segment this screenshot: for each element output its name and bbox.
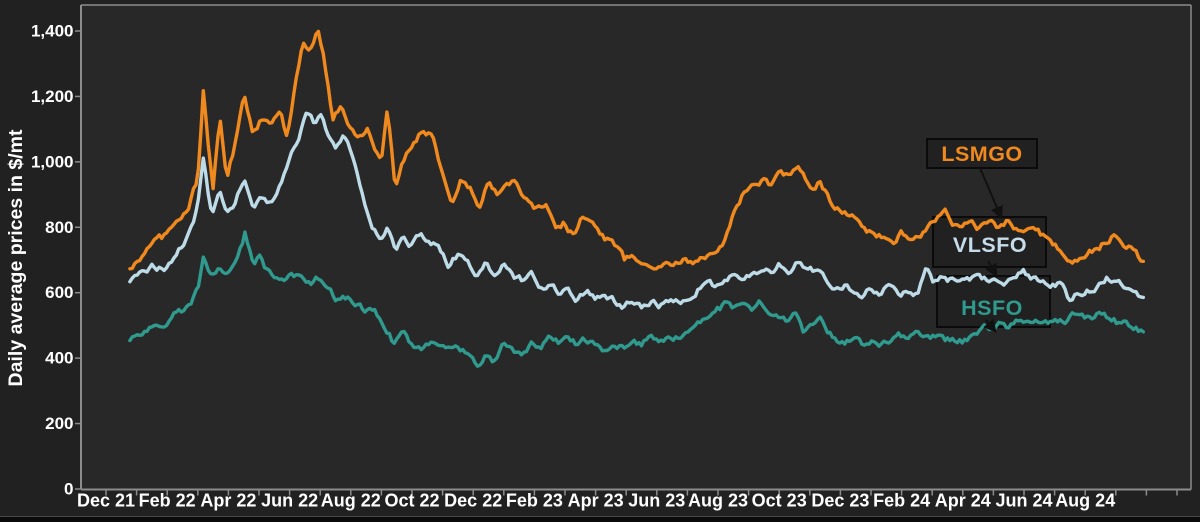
x-tick-label: Dec 21 — [77, 491, 135, 511]
legend-box-lsmgo — [926, 138, 1038, 169]
x-tick-label: Dec 22 — [444, 491, 502, 511]
y-tick-label: 200 — [45, 414, 73, 433]
x-axis-ticks: Dec 21 Feb 22 Apr 22 Jun 22 Aug 22 Oct 22 Dec … — [77, 489, 1178, 511]
x-tick-label: Oct 22 — [384, 491, 439, 511]
series-line-vlsfo — [128, 111, 1145, 310]
legend-arrow-lsmgo — [979, 167, 1003, 220]
y-tick-label: 600 — [45, 283, 73, 302]
y-tick-label: 1,200 — [31, 87, 74, 106]
series-line-hsfo — [128, 230, 1145, 368]
x-tick-label: Jun 22 — [261, 491, 318, 511]
axes — [80, 4, 1192, 491]
x-tick-label: Oct 23 — [752, 491, 807, 511]
legend-label-lsmgo: LSMGO — [941, 142, 1022, 166]
plot-area — [81, 5, 1191, 490]
x-tick-label: Apr 23 — [568, 491, 624, 511]
legend-box-vlsfo — [932, 216, 1047, 268]
x-tick-label: Jun 23 — [628, 491, 685, 511]
x-tick-label: Aug 23 — [688, 491, 748, 511]
x-tick-label: Aug 24 — [1055, 491, 1115, 511]
series-line-lsmgo — [128, 29, 1145, 271]
legend-label-vlsfo: VLSFO — [953, 233, 1027, 257]
series-lines — [128, 29, 1145, 368]
legend-box-hsfo — [936, 275, 1051, 328]
x-tick-label: Apr 22 — [200, 491, 256, 511]
y-axis-title: Daily average prices in $/mt — [5, 129, 27, 386]
y-tick-label: 400 — [45, 349, 73, 368]
y-tick-label: 1,400 — [31, 22, 74, 41]
x-tick-label: Feb 22 — [139, 491, 196, 511]
y-tick-label: 0 — [64, 480, 73, 499]
y-tick-label: 1,000 — [31, 152, 74, 171]
y-tick-label: 800 — [45, 218, 73, 237]
x-tick-label: Feb 23 — [506, 491, 563, 511]
legend-arrow-vlsfo — [985, 260, 998, 278]
x-tick-label: Aug 22 — [321, 491, 381, 511]
bottom-strip — [0, 517, 1200, 522]
x-tick-label: Jun 24 — [995, 491, 1052, 511]
y-axis-ticks: 0 200 400 600 800 1,000 1,200 1,400 — [31, 22, 81, 499]
x-tick-label: Feb 24 — [873, 491, 930, 511]
x-tick-label: Apr 24 — [935, 491, 991, 511]
x-tick-label: Dec 23 — [811, 491, 869, 511]
legend-label-hsfo: HSFO — [961, 296, 1023, 320]
legend-boxes — [926, 138, 1051, 328]
legend-annotations: LSMGO VLSFO HSFO — [941, 142, 1027, 334]
legend-arrow-hsfo — [983, 318, 997, 334]
